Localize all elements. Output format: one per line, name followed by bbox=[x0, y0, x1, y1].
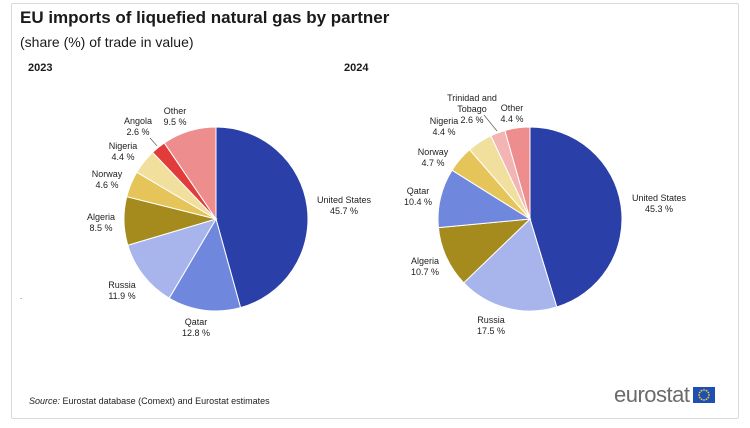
slice-label-norway: Norway 4.7 % bbox=[418, 147, 449, 168]
slice-value-algeria: 8.5 % bbox=[89, 223, 112, 233]
chart-frame bbox=[11, 3, 739, 419]
slice-label-russia: Russia 17.5 % bbox=[477, 315, 505, 336]
pie-2023: United States 45.7 % Qatar 12.8 % Russia 11.9… bbox=[87, 106, 372, 338]
slice-label-algeria: Algeria 8.5 % bbox=[87, 212, 115, 233]
slice-value-qatar: 10.4 % bbox=[404, 197, 432, 207]
leader-line-angola bbox=[149, 137, 158, 147]
chart-title: EU imports of liquefied natural gas by p… bbox=[20, 8, 390, 27]
slice-label-algeria: Algeria 10.7 % bbox=[411, 256, 439, 277]
slice-label-trinidad-and-tobago: Trinidad and Tobago 2.6 % bbox=[447, 93, 497, 125]
slice-value-algeria: 10.7 % bbox=[411, 267, 439, 277]
slice-label-other: Other 9.5 % bbox=[163, 106, 186, 127]
pie-slice-other bbox=[163, 126, 217, 221]
leader-line-trinidad-and-tobago bbox=[483, 114, 498, 132]
eurostat-logo[interactable]: eurostat bbox=[614, 382, 715, 408]
slice-value-united-states: 45.3 % bbox=[645, 204, 673, 214]
slice-label-norway: Norway 4.6 % bbox=[92, 169, 123, 190]
slice-value-russia: 11.9 % bbox=[108, 291, 135, 301]
slice-value-norway: 4.6 % bbox=[95, 180, 118, 190]
slice-value-russia: 17.5 % bbox=[477, 326, 505, 336]
slice-label-united-states: United States 45.7 % bbox=[317, 195, 372, 216]
pie-slice-qatar bbox=[168, 217, 242, 312]
pie-slice-united-states bbox=[215, 126, 309, 309]
pie-slice-russia bbox=[463, 218, 558, 312]
slice-value-qatar: 12.8 % bbox=[182, 328, 210, 338]
slice-value-norway: 4.7 % bbox=[421, 158, 444, 168]
logo-text: eurostat bbox=[614, 382, 690, 407]
slice-label-nigeria: Nigeria 4.4 % bbox=[109, 141, 138, 162]
slice-label-qatar: Qatar 12.8 % bbox=[182, 317, 210, 338]
slice-value-angola: 2.6 % bbox=[126, 127, 149, 137]
slice-value-other: 4.4 % bbox=[500, 114, 523, 124]
slice-value-other: 9.5 % bbox=[163, 117, 186, 127]
slice-label-nigeria: Nigeria 4.4 % bbox=[430, 116, 459, 137]
pie-2024: United States 45.3 % Russia 17.5 % Algeria 10… bbox=[404, 93, 687, 336]
slice-label-russia: Russia 11.9 % bbox=[108, 280, 136, 301]
pie-title-2023: 2023 bbox=[28, 62, 53, 74]
eu-flag-icon bbox=[692, 387, 715, 403]
pie-slice-united-states bbox=[529, 126, 623, 308]
slice-label-other: Other 4.4 % bbox=[500, 103, 523, 124]
chart-subtitle: (share (%) of trade in value) bbox=[20, 34, 194, 50]
slice-value-nigeria: 4.4 % bbox=[111, 152, 134, 162]
slice-label-united-states: United States 45.3 % bbox=[632, 193, 687, 214]
source-note: Source: Eurostat database (Comext) and E… bbox=[29, 396, 270, 406]
slice-value-united-states: 45.7 % bbox=[330, 206, 358, 216]
source-text: Eurostat database (Comext) and Eurostat … bbox=[62, 396, 270, 406]
source-label: Source: bbox=[29, 396, 61, 406]
stray-dot: . bbox=[20, 292, 23, 301]
pie-title-2024: 2024 bbox=[344, 62, 369, 74]
slice-value-nigeria: 4.4 % bbox=[432, 127, 455, 137]
pie-slice-other bbox=[504, 126, 531, 220]
slice-value-trinidad-and-tobago: 2.6 % bbox=[460, 115, 483, 125]
slice-label-qatar: Qatar 10.4 % bbox=[404, 186, 432, 207]
slice-label-angola: Angola 2.6 % bbox=[124, 116, 152, 137]
